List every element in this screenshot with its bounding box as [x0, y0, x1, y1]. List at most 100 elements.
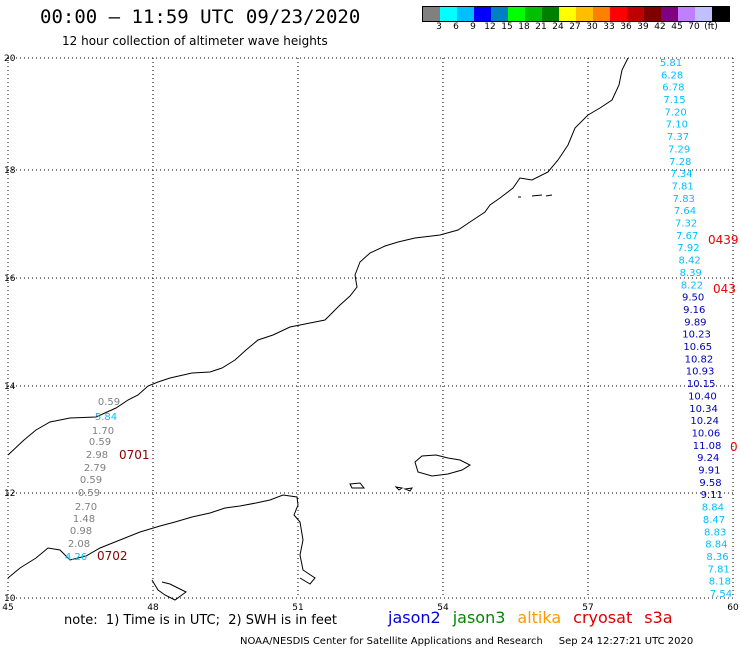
swh-label-gray: 2.98: [86, 450, 108, 461]
color-scale-label: 24: [552, 22, 564, 32]
swh-label-track: 9.50: [682, 293, 704, 304]
pass-time-label: 0701: [119, 448, 150, 462]
coastline-south: [7, 494, 316, 585]
swh-label-track: 8.47: [703, 515, 725, 526]
color-scale-label: 33: [603, 22, 615, 32]
x-tick-label: 60: [727, 603, 739, 613]
swh-label-track: 7.83: [673, 194, 695, 205]
y-tick-label: 12: [4, 489, 15, 499]
color-scale-label: 18: [518, 22, 530, 32]
swh-label-track: 8.39: [680, 268, 702, 279]
axis-tick-labels: 45 48 51 54 57 60 10 12 14 16 18 20: [2, 54, 739, 613]
color-scale-cell: [627, 7, 644, 21]
color-scale-cell: [695, 7, 712, 21]
color-scale-label: 30: [586, 22, 598, 32]
swh-label-track: 7.28: [669, 157, 691, 168]
coastline-mainland: [7, 57, 629, 456]
swh-label-track: 8.83: [704, 527, 726, 538]
pass-time-label: 0439: [708, 233, 739, 247]
color-scale-cell: [712, 7, 729, 21]
color-scale-cell: [576, 7, 593, 21]
coastline: [7, 57, 629, 601]
swh-label-track: 7.67: [676, 231, 698, 242]
color-scale-cell: [491, 7, 508, 21]
swh-label-gray: 2.08: [68, 539, 90, 550]
map-gridlines: [7, 57, 734, 599]
x-tick-label: 54: [437, 603, 449, 613]
color-scale-cell: [508, 7, 525, 21]
swh-label-track: 10.06: [692, 428, 721, 439]
swh-label-gray: 2.79: [84, 463, 106, 474]
color-scale-label: 27: [569, 22, 581, 32]
color-scale-cell: [593, 7, 610, 21]
map-title: 00:00 – 11:59 UTC 09/23/2020: [40, 6, 361, 28]
color-scale-label: 39: [637, 22, 649, 32]
color-scale-cell: [474, 7, 491, 21]
legend-item-altika: altika: [517, 608, 562, 627]
islands-north: [518, 194, 553, 198]
swh-label-track: 6.78: [662, 83, 684, 94]
map-subtitle: 12 hour collection of altimeter wave hei…: [62, 34, 328, 48]
swh-label-track: 8.84: [705, 540, 727, 551]
y-tick-label: 14: [4, 382, 16, 392]
satellite-legend: jason2 jason3 altika cryosat s3a: [388, 608, 685, 627]
coastline-south-bay: [151, 579, 187, 601]
x-tick-label: 51: [292, 603, 303, 613]
color-scale-label: 21: [535, 22, 547, 32]
color-scale-cell: [525, 7, 542, 21]
swh-label-track: 8.36: [706, 552, 728, 563]
swh-label-track: 8.42: [678, 256, 700, 267]
swh-label-track: 5.81: [660, 58, 682, 69]
swh-label-track: 7.32: [675, 219, 697, 230]
color-scale-label: 45: [671, 22, 683, 32]
island-small-2: [394, 486, 414, 492]
swh-label-gray: 0.59: [80, 475, 102, 486]
swh-label-cyan: 5.84: [95, 412, 117, 423]
swh-label-track: 10.82: [685, 354, 714, 365]
y-tick-label: 18: [4, 166, 16, 176]
swh-label-gray: 0.59: [98, 397, 120, 408]
pass-time-label: 0: [730, 440, 738, 454]
swh-label-track: 8.22: [681, 280, 703, 291]
swh-label-track: 8.18: [709, 577, 731, 588]
swh-label-track: 7.15: [663, 95, 685, 106]
color-scale-label: 15: [501, 22, 513, 32]
swh-label-track: 6.28: [661, 70, 683, 81]
color-scale-cell: [457, 7, 474, 21]
swh-label-track: 9.11: [701, 490, 723, 501]
x-tick-label: 45: [2, 603, 13, 613]
pass-time-label: 043: [713, 282, 736, 296]
swh-label-track: 7.37: [667, 132, 689, 143]
swh-label-track: 9.16: [683, 305, 705, 316]
swh-label-track: 11.08: [693, 441, 722, 452]
swh-label-track: 10.23: [682, 330, 711, 341]
y-tick-label: 16: [4, 274, 16, 284]
color-scale-label: 9: [470, 22, 476, 32]
color-scale-label: (ft): [704, 22, 718, 32]
swh-label-track: 7.64: [674, 206, 696, 217]
color-scale-label: 12: [484, 22, 496, 32]
swh-label-track: 7.81: [671, 181, 693, 192]
swh-label-cyan: 4.26: [65, 552, 87, 563]
legend-item-cryosat: cryosat: [573, 608, 633, 627]
color-scale-label: 6: [453, 22, 459, 32]
swh-label-track: 10.93: [686, 367, 715, 378]
color-scale-label: 42: [654, 22, 666, 32]
legend-item-s3a: s3a: [644, 608, 673, 627]
swh-label-track: 7.81: [708, 564, 730, 575]
color-scale-cell: [678, 7, 695, 21]
swh-label-track: 10.34: [689, 404, 718, 415]
swh-label-track: 7.20: [665, 107, 687, 118]
color-scale-cell: [644, 7, 661, 21]
x-tick-label: 48: [147, 603, 159, 613]
swh-label-track: 7.10: [666, 120, 688, 131]
color-scale-cell: [559, 7, 576, 21]
swh-label-track: 7.92: [677, 243, 699, 254]
color-scale-cell: [610, 7, 627, 21]
color-scale-label: 36: [620, 22, 632, 32]
x-tick-label: 57: [582, 603, 593, 613]
pass-time-label: 0702: [97, 549, 128, 563]
swh-label-track: 8.84: [702, 503, 724, 514]
swh-label-track: 7.34: [670, 169, 692, 180]
